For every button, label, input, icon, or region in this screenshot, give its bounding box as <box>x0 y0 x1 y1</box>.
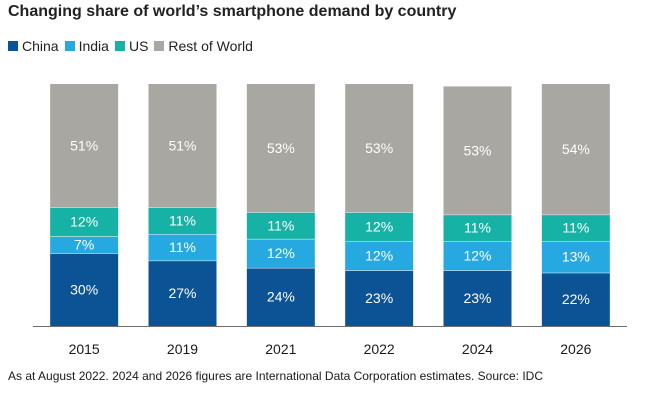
bar-china-2022 <box>345 270 414 326</box>
data-label-india-2021: 12% <box>267 245 295 261</box>
data-label-india-2015: 7% <box>74 237 94 253</box>
bar-rest-of-world-2024 <box>443 86 512 215</box>
data-label-china-2015: 30% <box>70 281 98 297</box>
legend-item-rest-of-world: Rest of World <box>154 38 253 54</box>
bar-india-2026 <box>541 241 610 273</box>
bar-india-2015 <box>50 236 119 254</box>
bar-china-2024 <box>443 270 512 326</box>
data-label-china-2021: 24% <box>267 289 295 305</box>
bar-rest-of-world-2021 <box>246 84 315 213</box>
legend-swatch-china <box>8 41 18 51</box>
bar-rest-of-world-2019 <box>148 84 217 208</box>
data-label-rest-of-world-2015: 51% <box>70 137 98 153</box>
data-label-us-2022: 12% <box>365 218 393 234</box>
bar-us-2026 <box>541 214 610 242</box>
data-label-china-2026: 22% <box>562 291 590 307</box>
bar-india-2024 <box>443 241 512 271</box>
data-label-china-2022: 23% <box>365 290 393 306</box>
bar-china-2019 <box>148 260 217 326</box>
data-label-us-2026: 11% <box>562 220 589 236</box>
data-label-china-2024: 23% <box>463 290 491 306</box>
bar-india-2021 <box>246 238 315 268</box>
data-label-india-2024: 12% <box>463 248 491 264</box>
legend-label-china: China <box>22 38 59 54</box>
bar-india-2019 <box>148 234 217 261</box>
bar-india-2022 <box>345 241 414 271</box>
data-label-us-2024: 11% <box>464 220 491 236</box>
legend-swatch-india <box>64 41 75 51</box>
bar-rest-of-world-2026 <box>541 84 610 215</box>
x-tick-label-2024: 2024 <box>462 341 493 357</box>
data-label-us-2021: 11% <box>267 217 294 233</box>
data-label-us-2019: 11% <box>169 212 196 228</box>
data-label-rest-of-world-2021: 53% <box>267 140 295 156</box>
x-tick-label-2021: 2021 <box>265 341 296 357</box>
chart-legend: China India US Rest of World <box>8 38 259 54</box>
data-label-india-2022: 12% <box>365 248 393 264</box>
legend-label-us: US <box>128 38 149 54</box>
data-label-india-2019: 11% <box>169 239 196 255</box>
bar-rest-of-world-2022 <box>345 84 414 213</box>
legend-swatch-rest-of-world <box>154 41 165 51</box>
bar-us-2021 <box>246 212 315 239</box>
data-label-china-2019: 27% <box>168 285 196 301</box>
bar-us-2024 <box>443 214 512 242</box>
legend-label-india: India <box>78 38 109 54</box>
chart-footnote: As at August 2022. 2024 and 2026 figures… <box>8 369 543 383</box>
bar-us-2019 <box>148 207 217 235</box>
x-tick-label-2019: 2019 <box>167 341 198 357</box>
bar-china-2015 <box>50 253 119 326</box>
bar-us-2015 <box>50 207 119 237</box>
bar-rest-of-world-2015 <box>50 84 119 208</box>
legend-item-us: US <box>114 38 149 54</box>
bar-us-2022 <box>345 212 414 242</box>
data-label-rest-of-world-2022: 53% <box>365 140 393 156</box>
data-label-rest-of-world-2019: 51% <box>168 137 196 153</box>
legend-swatch-us <box>114 41 125 51</box>
legend-label-rest-of-world: Rest of World <box>168 38 253 54</box>
x-tick-label-2015: 2015 <box>69 341 100 357</box>
data-label-us-2015: 12% <box>70 214 98 230</box>
data-label-india-2026: 13% <box>562 249 590 265</box>
x-tick-label-2026: 2026 <box>560 341 591 357</box>
legend-item-china: China <box>8 38 59 54</box>
data-label-rest-of-world-2024: 53% <box>463 142 491 158</box>
bar-china-2021 <box>246 267 315 326</box>
data-label-rest-of-world-2026: 54% <box>562 141 590 157</box>
bar-china-2026 <box>541 272 610 326</box>
x-tick-label-2022: 2022 <box>364 341 395 357</box>
legend-item-india: India <box>64 38 109 54</box>
chart-title: Changing share of world’s smartphone dem… <box>8 3 457 20</box>
